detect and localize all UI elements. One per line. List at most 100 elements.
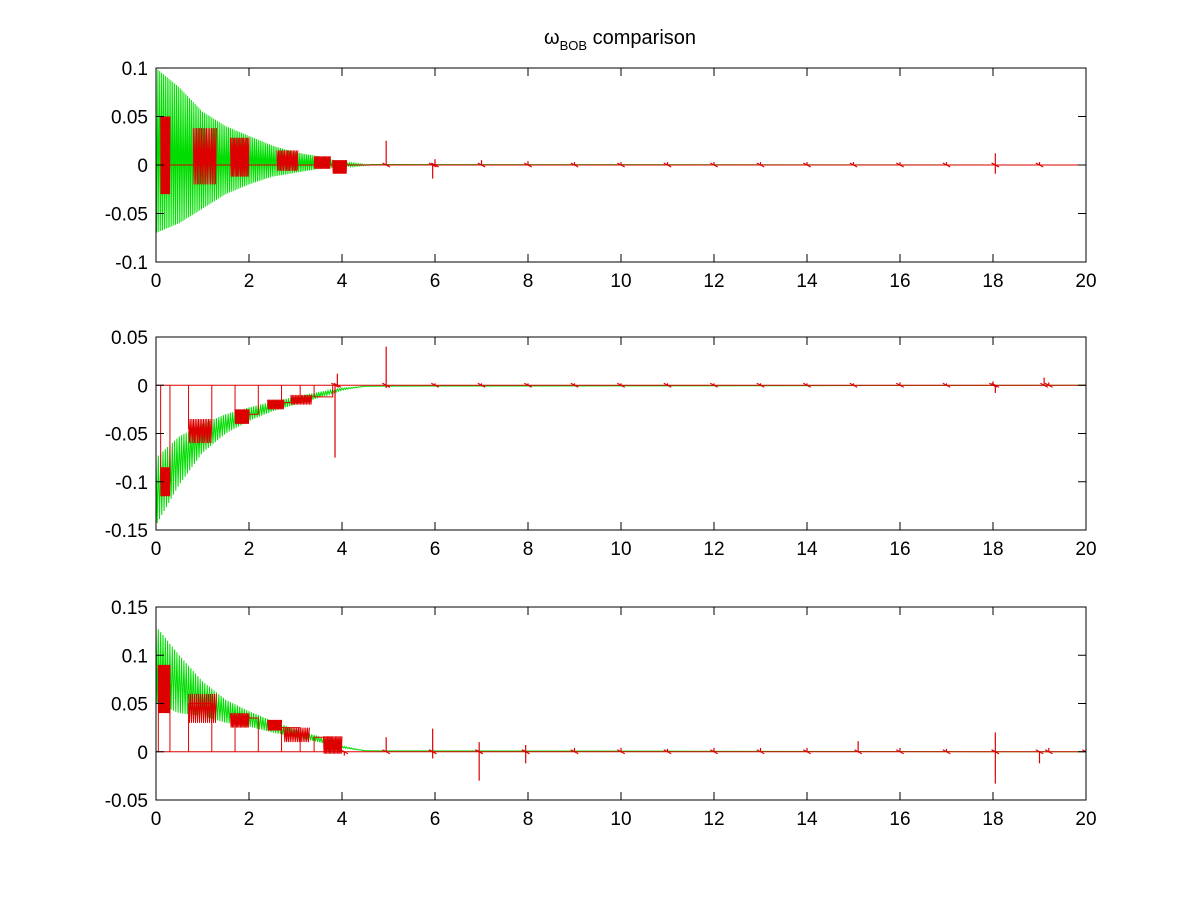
y-tick-label: 0: [137, 376, 148, 397]
series-spike-jitter-17: [942, 749, 951, 755]
x-tick-label: 0: [151, 809, 162, 830]
series-spike-jitter-10: [663, 382, 672, 388]
x-tick-label: 12: [703, 809, 724, 830]
x-tick-label: 2: [244, 809, 255, 830]
x-tick-label: 4: [337, 271, 348, 292]
chart-title-symbol: ω: [544, 27, 560, 49]
y-tick-label: 0: [137, 743, 148, 764]
y-tick-label: -0.15: [105, 521, 148, 542]
series-burst-2: [188, 693, 217, 723]
series-spike-jitter-6: [475, 749, 484, 755]
x-tick-label: 8: [523, 271, 534, 292]
x-tick-label: 2: [244, 539, 255, 560]
series-burst-3: [234, 409, 250, 424]
y-tick-label: 0.15: [111, 598, 148, 619]
series-spike-jitter-10: [617, 749, 625, 755]
x-tick-label: 20: [1075, 539, 1096, 560]
series-spike-jitter-4: [428, 749, 437, 755]
y-tick-label: 0.05: [111, 695, 148, 716]
chart-title-text: comparison: [587, 27, 696, 49]
series-spike-jitter-7: [524, 382, 532, 388]
series-spike-jitter-19: [1040, 382, 1049, 388]
y-tick-label: 0.1: [122, 646, 148, 667]
series-spike-jitter-1: [382, 162, 391, 168]
x-tick-label: 14: [796, 271, 818, 292]
x-tick-label: 8: [523, 539, 534, 560]
series-spike-jitter-8: [521, 749, 530, 755]
series-burst-6: [322, 736, 343, 754]
plot-area: [156, 607, 1086, 800]
series-spike-jitter-8: [663, 162, 672, 168]
x-tick-label: 10: [610, 539, 631, 560]
series-spike-jitter-12: [710, 749, 718, 755]
series-spike-jitter-13: [756, 749, 765, 755]
series-spike-jitter-4: [477, 162, 486, 168]
series-spike-jitter-12: [756, 382, 765, 388]
series-burst-1: [157, 664, 171, 714]
x-tick-label: 18: [982, 809, 1003, 830]
series-burst-1: [160, 116, 171, 195]
x-tick-label: 8: [523, 809, 534, 830]
plot-area: [156, 337, 1086, 530]
series-spike-jitter-15: [896, 382, 904, 388]
series-burst-5: [290, 394, 313, 405]
series-spike-jitter-9: [570, 749, 579, 755]
series-spike-jitter-16: [896, 749, 904, 755]
series-spike-jitter-1: [340, 749, 349, 755]
series-spike-jitter-6: [477, 382, 486, 388]
subplot-1: 0 2 4 6 8 10 12 14 16 18 20 -0.1 -0.05 0 0.05 0.1: [105, 59, 1097, 292]
x-tick-label: 0: [151, 539, 162, 560]
series-spike-jitter-14: [849, 382, 858, 388]
series-burst-1: [160, 467, 171, 497]
series-group: [156, 346, 1086, 524]
series-spike-jitter-4: [382, 382, 391, 388]
series-spike-jitter-14: [942, 162, 951, 168]
series-spike-jitter-21: [1044, 749, 1053, 755]
x-tick-label: 20: [1075, 809, 1096, 830]
x-tick-label: 20: [1075, 271, 1096, 292]
series-group: [156, 68, 1086, 233]
series-spike-jitter-9: [710, 162, 718, 168]
series-spike-jitter-5: [431, 382, 439, 388]
series-spike-jitter-9: [617, 382, 625, 388]
y-tick-label: -0.1: [115, 473, 148, 494]
series-spike-jitter-2: [382, 749, 391, 755]
x-tick-label: 10: [610, 809, 631, 830]
x-tick-label: 2: [244, 271, 255, 292]
series-spike-jitter-10: [756, 162, 765, 168]
series-spike-jitter-12: [849, 162, 858, 168]
series-burst-4: [267, 399, 285, 410]
x-tick-label: 18: [982, 271, 1003, 292]
series-spike-jitter-11: [710, 382, 718, 388]
series-spike-jitter-18: [991, 382, 1000, 388]
series-spike-jitter-2: [333, 382, 342, 388]
series-spike-jitter-19: [991, 749, 1000, 755]
subplot-2: 0 2 4 6 8 10 12 14 16 18 20 -0.15 -0.1 -0.05 0 0.05: [105, 328, 1097, 560]
x-tick-label: 12: [703, 539, 724, 560]
x-tick-label: 4: [337, 809, 348, 830]
series-spike-jitter-20: [1044, 382, 1053, 388]
series-spike-jitter-20: [1035, 749, 1044, 755]
series-spike-jitter-14: [803, 749, 811, 755]
y-tick-label: -0.1: [115, 253, 148, 274]
series-spike-jitter-1: [331, 382, 339, 388]
series-burst-5: [283, 727, 310, 743]
series-spike-jitter-16: [991, 162, 1000, 168]
series-burst-2: [192, 128, 217, 185]
x-tick-label: 16: [889, 809, 910, 830]
series-spike-jitter-11: [663, 749, 672, 755]
chart-title-subscript: BOB: [560, 38, 587, 53]
series-burst-4: [267, 719, 283, 731]
x-tick-label: 12: [703, 271, 724, 292]
x-tick-label: 6: [430, 271, 441, 292]
series-burst-3: [229, 713, 250, 728]
series-spike-jitter-7: [617, 162, 625, 168]
x-tick-label: 14: [796, 539, 818, 560]
series-burst-4: [276, 150, 299, 171]
y-tick-label: 0: [137, 156, 148, 177]
series-spike-jitter-17: [1035, 162, 1044, 168]
series-spike-jitter-13: [896, 162, 904, 168]
series-spike-jitter-15: [854, 749, 863, 755]
